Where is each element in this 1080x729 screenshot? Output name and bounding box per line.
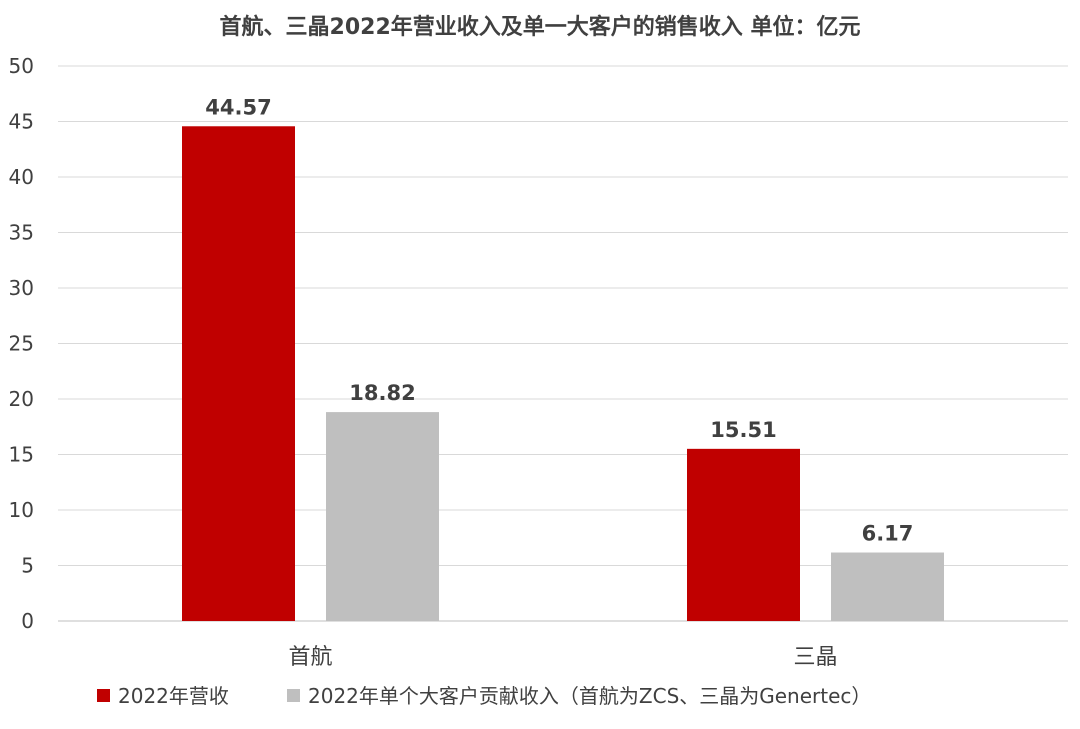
bars: [182, 126, 944, 621]
y-tick-label: 10: [9, 498, 34, 522]
x-axis: 首航 三晶: [288, 645, 837, 670]
y-tick-label: 0: [21, 609, 34, 633]
data-label: 15.51: [710, 418, 776, 442]
y-tick-label: 50: [9, 54, 34, 78]
y-tick-label: 40: [9, 165, 34, 189]
data-label: 6.17: [862, 522, 914, 546]
data-label: 44.57: [205, 95, 271, 119]
y-tick-label: 25: [9, 332, 34, 356]
x-category-label: 三晶: [793, 645, 837, 670]
legend-swatch: [97, 689, 110, 702]
y-tick-label: 20: [9, 387, 34, 411]
data-labels: 44.57 18.82 15.51 6.17: [205, 95, 913, 545]
y-axis: 0 5 10 15 20 25 30 35 40 45 50: [9, 54, 34, 633]
y-tick-label: 5: [21, 554, 34, 578]
y-tick-label: 45: [9, 110, 34, 134]
bar-major-customer-1: [326, 412, 439, 621]
bar-major-customer-2: [831, 552, 944, 621]
y-tick-label: 15: [9, 443, 34, 467]
x-category-label: 首航: [288, 645, 332, 670]
legend-swatch: [287, 689, 300, 702]
legend-label: 2022年营收: [118, 684, 229, 708]
y-tick-label: 30: [9, 276, 34, 300]
legend-label: 2022年单个大客户贡献收入（首航为ZCS、三晶为Genertec）: [308, 684, 871, 708]
legend: 2022年营收 2022年单个大客户贡献收入（首航为ZCS、三晶为Genertec…: [97, 684, 871, 708]
bar-revenue-1: [182, 126, 295, 621]
chart-title: 首航、三晶2022年营业收入及单一大客户的销售收入 单位：亿元: [220, 14, 861, 40]
bar-revenue-2: [687, 448, 800, 621]
data-label: 18.82: [349, 381, 415, 405]
y-tick-label: 35: [9, 221, 34, 245]
